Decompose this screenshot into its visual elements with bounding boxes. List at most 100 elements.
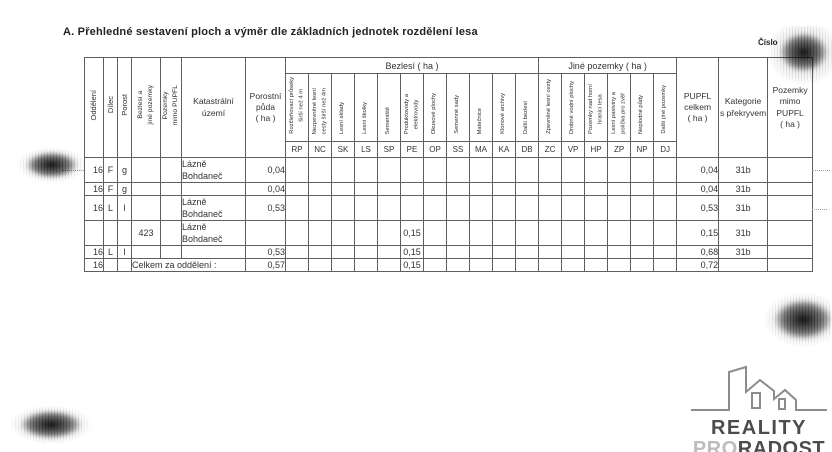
table-cell: [331, 245, 355, 259]
col-header-label: Oddělení: [89, 89, 99, 121]
table-cell: [538, 220, 563, 246]
table-cell: [469, 245, 493, 259]
table-cell: [561, 245, 586, 259]
table-cell: [103, 258, 118, 272]
col-header-label: Pozemky mimo PUPFL: [162, 84, 180, 126]
scan-dotted-bleed: [812, 170, 830, 171]
table-cell: [469, 157, 493, 183]
table-cell: F: [103, 157, 118, 183]
table-cell: [285, 182, 309, 196]
col-header-label: Lesní pastviny a políčka pro zvěř: [610, 92, 627, 134]
col-header-vp: Drobné vodní plochy: [561, 73, 586, 142]
col-header-db: Další bezlesí: [514, 73, 540, 142]
table-cell: [469, 182, 493, 196]
table-cell: [492, 182, 516, 196]
table-cell: [117, 258, 132, 272]
col-header-label: Klonové archivy: [500, 93, 507, 134]
col-header-oddeleni: Oddělení: [84, 57, 104, 158]
logo-line2: PRORADOST: [686, 439, 832, 452]
col-code-zc: ZC: [538, 141, 563, 158]
table-cell: [630, 195, 655, 221]
table-cell: [308, 258, 332, 272]
col-header-label: Bezlesí a jiné pozemky: [136, 85, 154, 125]
table-cell: 423: [131, 220, 161, 246]
table-cell: [160, 182, 182, 196]
table-cell: [514, 245, 540, 259]
table-cell: [103, 220, 118, 246]
table-cell: [653, 157, 678, 183]
table-cell: [446, 258, 470, 272]
table-cell: [653, 182, 678, 196]
table-cell: [377, 245, 401, 259]
col-header-label: Lesní školky: [362, 102, 369, 134]
col-header-label: Semenné sady: [454, 95, 461, 134]
table-cell: 16: [84, 258, 104, 272]
col-header-pozemky-mimo-pupfl: Pozemky mimo PUPFL: [160, 57, 182, 158]
col-header-ka: Klonové archivy: [492, 73, 516, 142]
col-code-vp: VP: [561, 141, 586, 158]
ink-smudge-bottom-left: [6, 396, 106, 448]
col-code-op: OP: [423, 141, 447, 158]
table-cell: [84, 220, 104, 246]
table-cell: 16: [84, 245, 104, 259]
table-cell: [538, 157, 563, 183]
table-cell: 0,53: [245, 245, 286, 259]
col-header-hp: Pozemky nad horní hranicí lesa: [584, 73, 609, 142]
col-header-ma: Matečnice: [469, 73, 493, 142]
table-cell: [561, 195, 586, 221]
table-cell: [377, 157, 401, 183]
table-cell: 0,72: [676, 258, 720, 272]
table-cell: [131, 182, 161, 196]
table-cell: 0,15: [400, 245, 424, 259]
table-cell: Celkem za oddělení :: [131, 258, 246, 272]
table-cell: [607, 245, 632, 259]
col-code-sk: SK: [331, 141, 355, 158]
col-header-np: Neplodné půdy: [630, 73, 655, 142]
col-header-label: Porost: [119, 94, 129, 116]
table-cell: [514, 220, 540, 246]
table-cell: [469, 195, 493, 221]
table-cell: [630, 245, 655, 259]
table-cell: [607, 182, 632, 196]
col-header-label: Pozemky nad horní hranicí lesa: [587, 84, 604, 134]
group-header-bezlesi: Bezlesí ( ha ): [284, 57, 540, 74]
col-header-ss: Semenné sady: [446, 73, 470, 142]
table-cell: [538, 195, 563, 221]
table-cell: l: [117, 245, 132, 259]
table-cell: [377, 182, 401, 196]
col-header-porostni-puda: Porostní půda ( ha ): [245, 57, 286, 158]
table-cell: 0,04: [676, 182, 720, 196]
table-cell: [285, 258, 309, 272]
col-header-nc: Nezpevněné lesní cesty širší než 4m: [308, 73, 332, 142]
logo: REALITY PRORADOST: [686, 360, 832, 452]
page-title: A. Přehledné sestavení ploch a výměr dle…: [63, 26, 478, 38]
table-cell: [561, 182, 586, 196]
table-cell: [446, 157, 470, 183]
table-cell: [469, 258, 493, 272]
table-cell: g: [117, 182, 132, 196]
table-cell: [653, 245, 678, 259]
col-header-label: Matečnice: [477, 107, 484, 134]
table-cell: Lázně Bohdaneč: [181, 157, 246, 183]
table-cell: [160, 220, 182, 246]
table-cell: [514, 195, 540, 221]
col-header-label: Dílec: [105, 96, 115, 114]
col-header-rp: Rozčleňovací průseky širší než 4 m: [285, 73, 309, 142]
table-cell: [331, 195, 355, 221]
table-cell: [514, 258, 540, 272]
ink-smudge-right: [736, 284, 832, 358]
table-cell: [423, 245, 447, 259]
col-code-sp: SP: [377, 141, 401, 158]
col-header-bezlesi-a-jine-pozemky: Bezlesí a jiné pozemky: [131, 57, 161, 158]
table-cell: [767, 220, 814, 246]
table-cell: [584, 182, 609, 196]
table-cell: [630, 182, 655, 196]
table-cell: [285, 195, 309, 221]
col-header-label: Semeniště: [385, 106, 392, 134]
table-cell: [423, 157, 447, 183]
table-cell: [538, 258, 563, 272]
table-cell: [446, 220, 470, 246]
table-cell: [181, 245, 246, 259]
